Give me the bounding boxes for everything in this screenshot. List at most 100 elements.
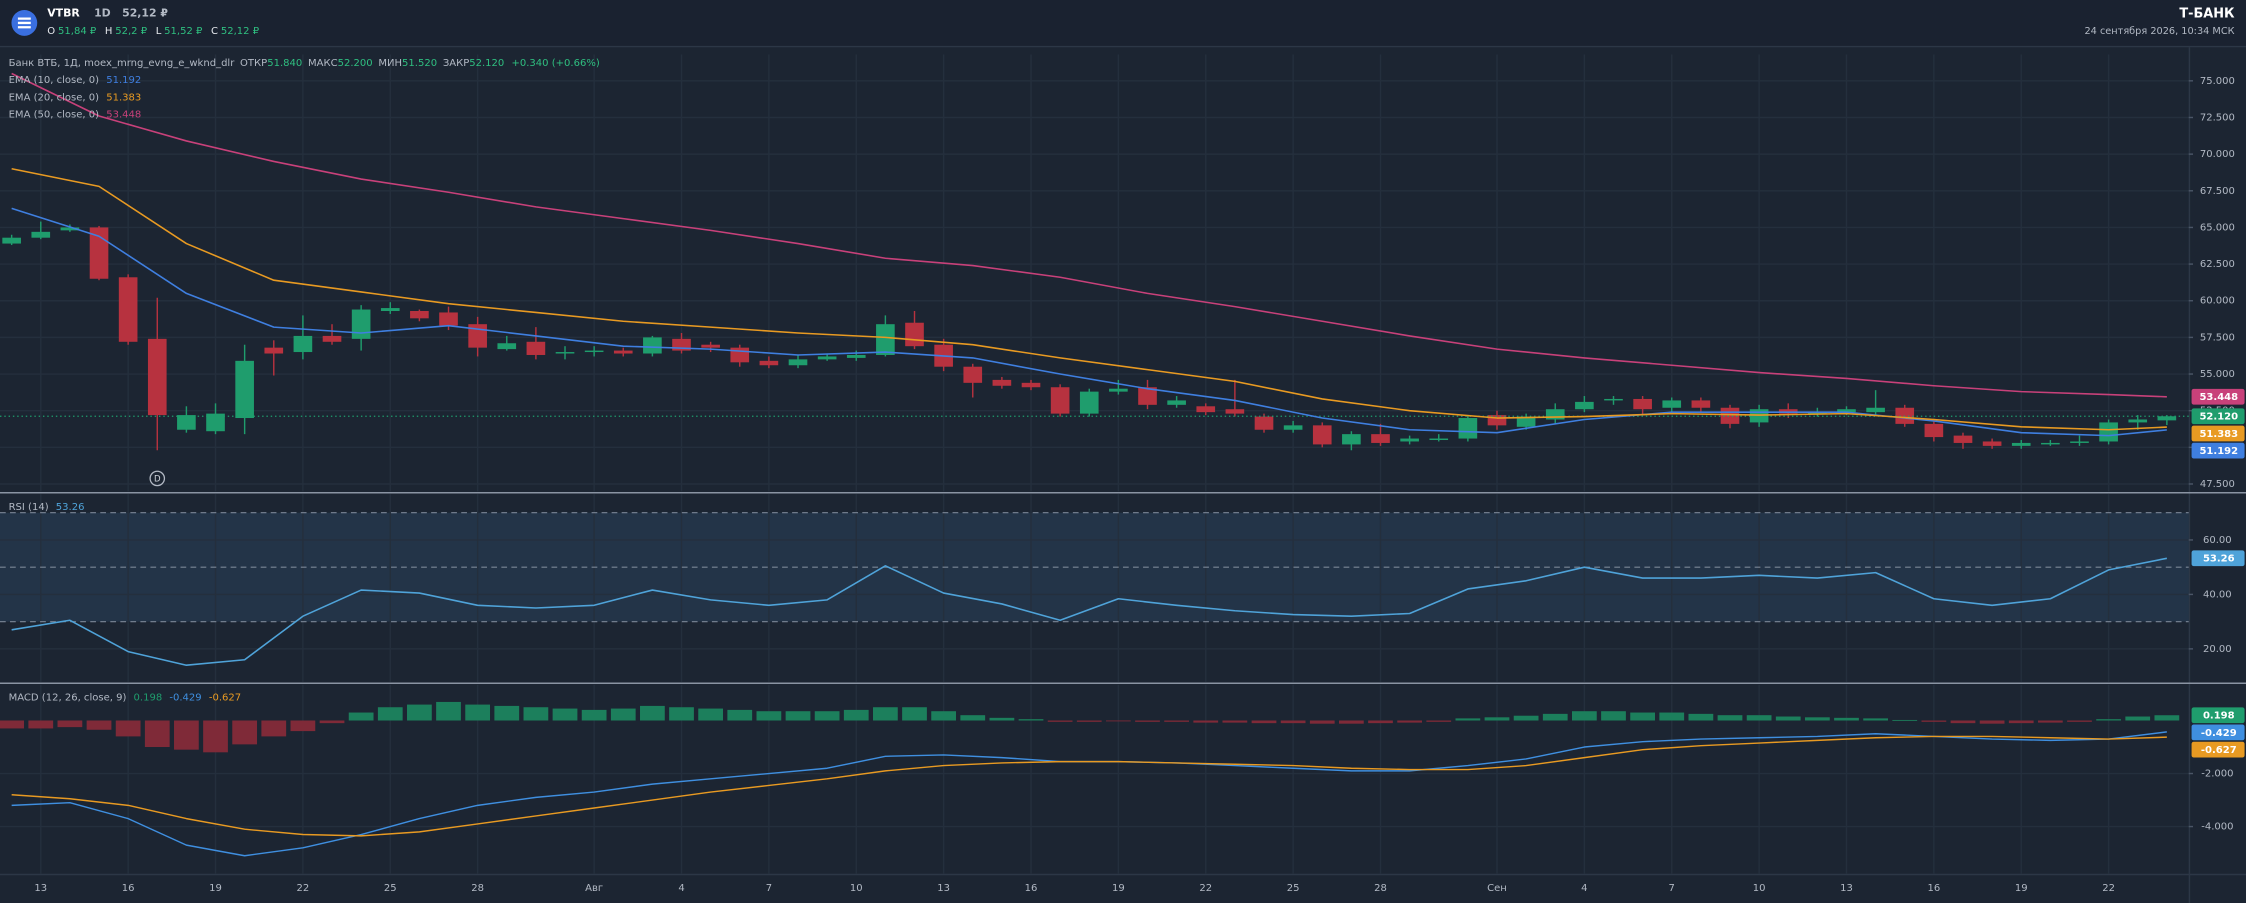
candle-body [2128, 419, 2148, 423]
histogram-bar [727, 709, 753, 721]
candle-body [1021, 382, 1041, 388]
histogram-bar [203, 720, 228, 753]
histogram-bar [1542, 713, 1568, 721]
text-row: EMA (10, close, 0) 51.192 [9, 75, 142, 86]
histogram-bar [1804, 717, 1830, 721]
histogram-bar [552, 708, 578, 721]
text-row: EMA (50, close, 0) 53.448 [9, 110, 142, 121]
indicator-title: RSI (14) [9, 502, 49, 513]
candle-body [322, 335, 342, 342]
x-tick-label: 7 [766, 883, 772, 894]
text-row: RSI (14) 53.26 [9, 502, 85, 513]
histogram-bar [989, 717, 1015, 721]
histogram-bar [1950, 720, 1976, 724]
x-tick-label: 16 [122, 883, 135, 894]
x-tick-label: 7 [1669, 883, 1675, 894]
histogram-bar [1426, 720, 1452, 722]
histogram-bar [1455, 718, 1481, 721]
candle-body [876, 324, 895, 355]
legend-name: EMA (20, close, 0) [9, 92, 100, 103]
histogram-bar [1688, 713, 1714, 721]
histogram-bar [1630, 712, 1655, 721]
legend-value: 53.448 [106, 110, 141, 121]
candle-body [2099, 422, 2118, 442]
candle-body [2011, 442, 2031, 446]
x-tick-label: Сен [1487, 883, 1507, 894]
histogram-bar [2125, 716, 2151, 721]
histogram-bar [1251, 720, 1277, 724]
candle-body [526, 341, 546, 355]
x-tick-label: 22 [297, 883, 310, 894]
price-badge-label: 51.192 [2199, 446, 2238, 457]
histogram-bar [1717, 715, 1743, 721]
candle-body [1312, 425, 1332, 445]
histogram-bar [610, 708, 636, 721]
candle-body [1283, 425, 1303, 430]
histogram-bar [1892, 719, 1918, 721]
price-badge [2191, 550, 2245, 567]
y-tick-label: 65.000 [2200, 222, 2235, 233]
candle-body [1545, 409, 1565, 420]
price-badge [2191, 724, 2245, 741]
candle-body [31, 231, 51, 238]
histogram-bar [1164, 720, 1190, 722]
histogram-bar [814, 711, 840, 721]
y-tick-label: 47.500 [2200, 479, 2235, 490]
histogram-bar [494, 705, 520, 721]
histogram-bar [290, 720, 316, 732]
histogram-bar [960, 715, 986, 721]
histogram-bar [1834, 717, 1859, 721]
histogram-bar [1484, 717, 1510, 721]
legend-name: EMA (50, close, 0) [9, 110, 100, 121]
candle-body [1342, 434, 1361, 445]
price-badge-label: 0.198 [2203, 711, 2235, 722]
candle-body [1050, 387, 1070, 414]
candle-body [1575, 401, 1594, 410]
y-tick-label: 20.00 [2203, 644, 2232, 655]
ohlc-value: 51,84 ₽ [58, 26, 97, 37]
legend-ohlc-value: 52.120 [469, 58, 504, 69]
y-tick-label: 40.00 [2203, 589, 2232, 600]
legend-change: +0.340 (+0.66%) [511, 58, 599, 69]
x-tick-label: 16 [1927, 883, 1940, 894]
y-tick-label: 62.500 [2200, 259, 2235, 270]
ohlc-label: H [105, 26, 113, 37]
histogram-bar [902, 707, 927, 721]
histogram-bar [465, 704, 491, 721]
histogram-bar [1076, 720, 1102, 722]
candle-body [439, 312, 458, 326]
candle-body [759, 360, 779, 366]
indicator-value: 0.198 [134, 693, 163, 704]
datetime: 24 сентября 2026, 10:34 МСК [2084, 25, 2234, 37]
x-tick-label: 22 [1199, 883, 1212, 894]
histogram-bar [319, 720, 345, 724]
histogram-bar [436, 701, 461, 721]
logo-glyph [17, 17, 31, 29]
candle-body [1254, 416, 1274, 430]
y-tick-label: 67.500 [2200, 186, 2235, 197]
histogram-bar [1601, 711, 1626, 721]
ohlc-value: 52,12 ₽ [221, 26, 260, 37]
ohlc-label: C [211, 26, 218, 37]
candle-body [1109, 388, 1128, 392]
histogram-bar [669, 707, 694, 721]
event-marker-label: D [154, 475, 161, 485]
histogram-bar [86, 720, 112, 730]
ticker-logo[interactable] [11, 10, 38, 36]
price-badge-label: 52.120 [2199, 412, 2238, 423]
candle-body [1225, 409, 1245, 414]
candle-body [1662, 400, 1682, 408]
candle-body [1196, 406, 1216, 413]
histogram-bar [756, 711, 782, 721]
candle-body [2, 237, 21, 244]
candle-body [497, 343, 517, 350]
histogram-bar [261, 720, 287, 737]
event-marker[interactable] [149, 470, 166, 487]
text-row: O 51,84 ₽ H 52,2 ₽ L 51,52 ₽ C 52,12 ₽ [47, 26, 259, 37]
candle-body [1516, 416, 1536, 427]
candle-body [1167, 400, 1186, 405]
text-row: Банк ВТБ, 1Д, moex_mrng_evng_e_wknd_dlr О… [9, 58, 600, 69]
price-badge-label: -0.429 [2201, 728, 2237, 739]
candle-body [672, 338, 691, 351]
